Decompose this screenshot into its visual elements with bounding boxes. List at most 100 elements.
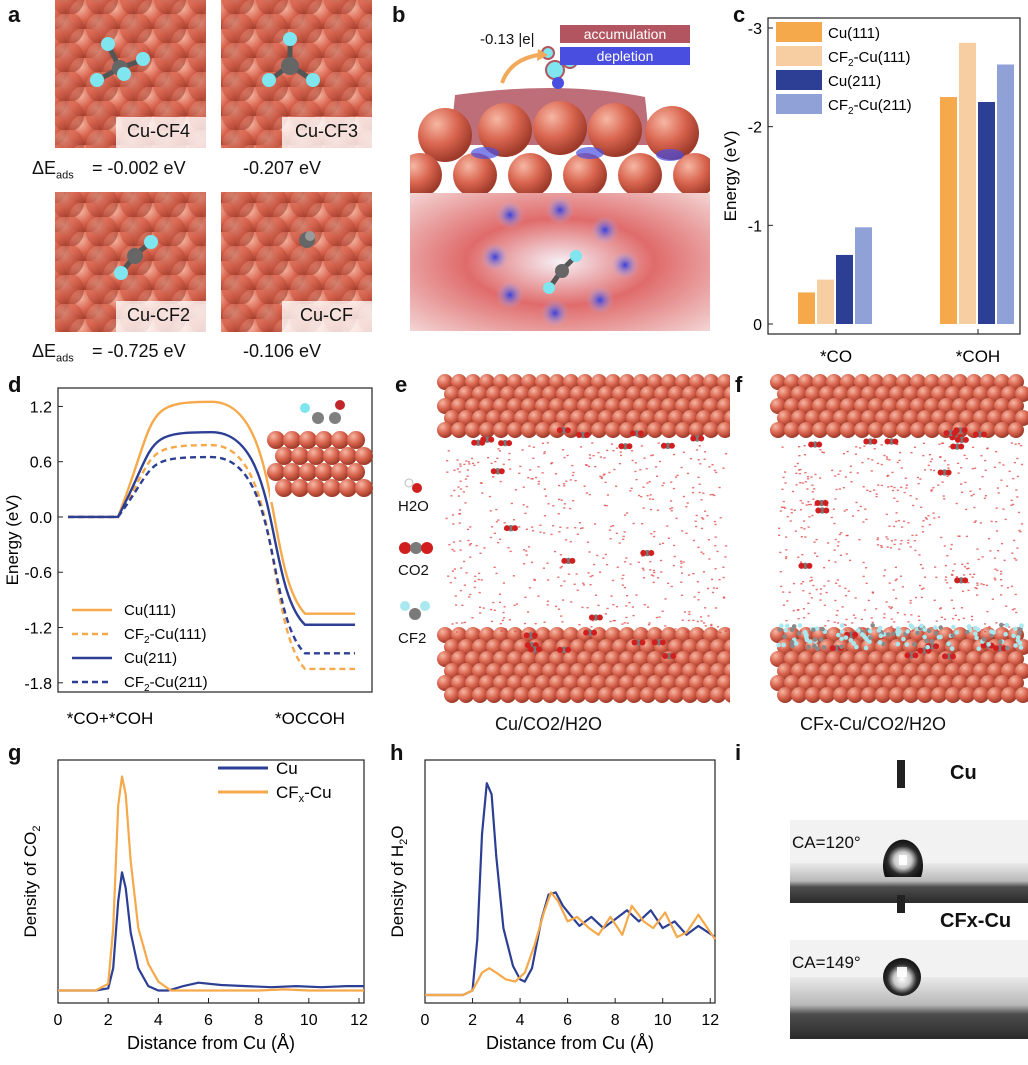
water xyxy=(461,604,464,607)
water xyxy=(847,590,850,592)
water xyxy=(561,449,565,451)
cf-atom xyxy=(776,642,781,648)
water xyxy=(869,490,872,493)
water xyxy=(453,568,456,570)
water xyxy=(976,584,979,586)
water xyxy=(844,587,847,590)
water xyxy=(559,526,562,528)
water xyxy=(592,454,595,457)
cu-atom xyxy=(493,374,509,390)
water xyxy=(819,593,822,595)
water xyxy=(981,629,984,631)
water xyxy=(642,507,645,509)
water xyxy=(934,566,937,568)
cu-atom xyxy=(875,687,891,703)
water xyxy=(956,462,960,465)
water xyxy=(1014,443,1017,445)
water xyxy=(970,615,974,618)
water xyxy=(649,569,652,571)
water xyxy=(471,617,474,619)
water xyxy=(996,569,999,572)
water xyxy=(843,623,846,626)
water xyxy=(834,599,837,602)
water xyxy=(606,494,610,496)
water xyxy=(477,578,480,581)
water xyxy=(862,627,866,630)
water xyxy=(542,567,546,569)
water xyxy=(816,555,819,558)
water xyxy=(940,442,944,444)
co2-o xyxy=(852,631,859,638)
water xyxy=(612,603,615,606)
cu-atom xyxy=(710,687,726,703)
water xyxy=(693,596,696,598)
water xyxy=(896,461,899,464)
water xyxy=(1016,475,1019,478)
contact-angle-cu: CA=120° xyxy=(792,833,861,852)
cu-atom xyxy=(682,639,698,655)
cu-atom xyxy=(798,398,814,414)
water xyxy=(986,610,989,613)
water xyxy=(530,478,533,480)
water xyxy=(1012,477,1015,480)
water xyxy=(458,509,462,511)
water xyxy=(550,533,553,536)
cu-atom xyxy=(980,651,996,667)
co2-o xyxy=(912,652,919,659)
co2-o xyxy=(961,427,968,434)
water xyxy=(674,628,677,630)
cf-atom xyxy=(908,623,914,628)
water xyxy=(680,594,684,596)
water xyxy=(987,537,991,540)
water xyxy=(557,576,560,578)
cu-atom xyxy=(938,374,954,390)
water xyxy=(524,596,527,598)
cu-atom xyxy=(847,687,863,703)
water xyxy=(576,533,579,535)
water xyxy=(785,556,788,558)
water xyxy=(593,563,596,566)
co2-o xyxy=(659,639,666,646)
co2-o xyxy=(884,438,891,445)
water xyxy=(454,577,457,579)
cu-atom xyxy=(1015,687,1028,703)
water xyxy=(714,545,717,547)
y-tick-label: 0.6 xyxy=(30,455,52,472)
cu-atom xyxy=(689,422,705,438)
water xyxy=(495,572,498,575)
cu-atom xyxy=(1008,651,1024,667)
water xyxy=(814,473,817,476)
cu-atom xyxy=(812,398,828,414)
cu-atom xyxy=(521,675,537,691)
cu-atom xyxy=(619,398,635,414)
legend-h2o-o xyxy=(412,483,422,493)
water xyxy=(579,527,583,530)
water xyxy=(798,454,801,457)
cu-atom xyxy=(987,410,1003,426)
water xyxy=(695,449,699,451)
cu-atom xyxy=(542,410,558,426)
water xyxy=(619,451,622,453)
water xyxy=(578,522,581,524)
water xyxy=(504,628,507,630)
co2-o xyxy=(629,430,636,437)
water xyxy=(537,483,540,485)
label-cfx-cu: CFx-Cu xyxy=(940,910,1012,932)
cu-atom xyxy=(959,663,975,679)
water xyxy=(864,508,867,510)
cu-atom xyxy=(315,463,333,481)
water xyxy=(473,464,476,467)
cu-atom xyxy=(980,675,996,691)
panel-label-i: i xyxy=(735,740,742,765)
bar-COH-0 xyxy=(940,97,957,324)
water xyxy=(1017,511,1021,514)
water xyxy=(943,618,947,620)
water xyxy=(648,481,651,483)
water xyxy=(514,630,517,633)
water xyxy=(813,488,816,490)
water xyxy=(785,619,788,622)
water xyxy=(844,476,847,478)
water xyxy=(552,505,555,507)
water xyxy=(974,587,977,589)
co2-o xyxy=(972,431,979,438)
